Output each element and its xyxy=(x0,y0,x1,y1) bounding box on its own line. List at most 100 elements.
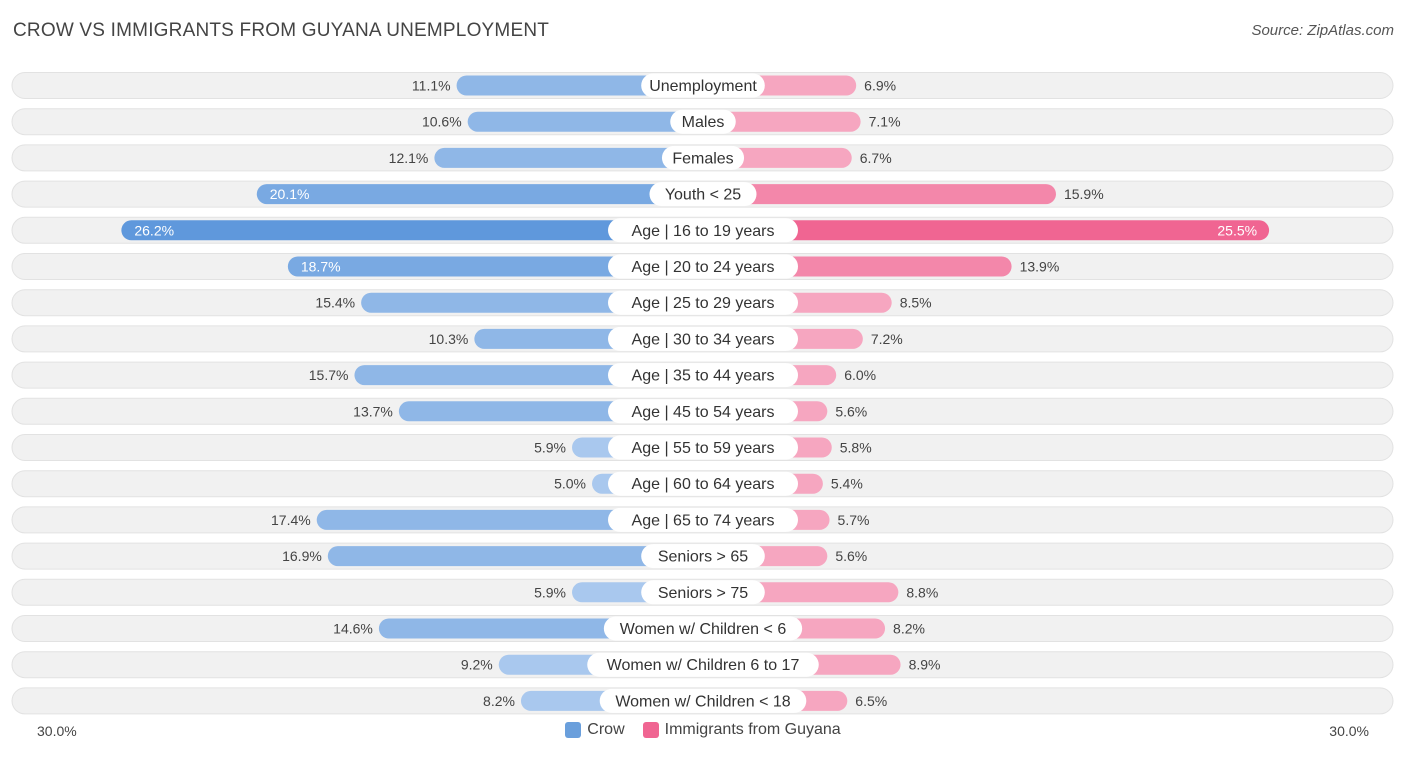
legend-item-guyana[interactable]: Immigrants from Guyana xyxy=(642,721,841,739)
bar-row: 15.7% 6.0% Age | 35 to 44 years xyxy=(11,361,1394,389)
value-label-crow: 10.6% xyxy=(422,114,462,130)
category-pill xyxy=(608,254,798,279)
category-pill xyxy=(641,544,765,569)
category-pill xyxy=(608,326,798,351)
category-label: Females xyxy=(672,150,733,167)
bar-row: 14.6% 8.2% Women w/ Children < 6 xyxy=(11,615,1394,642)
source-label: Source: ZipAtlas.com xyxy=(1251,22,1394,39)
category-label: Age | 65 to 74 years xyxy=(632,512,775,529)
bar-row: 26.2% 25.5% Age | 16 to 19 years xyxy=(11,216,1394,244)
bar-crow xyxy=(467,111,703,132)
legend-item-crow[interactable]: Crow xyxy=(565,721,625,739)
category-pill xyxy=(587,652,819,677)
category-label: Age | 55 to 59 years xyxy=(632,440,775,457)
value-label-guyana: 5.8% xyxy=(840,440,872,456)
legend-label-crow: Crow xyxy=(587,721,625,738)
category-label: Women w/ Children < 18 xyxy=(615,693,790,710)
value-label-guyana: 5.6% xyxy=(835,548,867,564)
bar-row: 8.2% 6.5% Women w/ Children < 18 xyxy=(11,687,1394,715)
category-label: Age | 25 to 29 years xyxy=(632,295,775,312)
axis-left-label: 30.0% xyxy=(37,723,77,739)
category-pill xyxy=(661,145,745,170)
bar-row: 5.9% 8.8% Seniors > 75 xyxy=(11,578,1394,606)
category-pill xyxy=(608,399,798,424)
bar-row: 20.1% 15.9% Youth < 25 xyxy=(11,180,1394,208)
bar-crow xyxy=(316,509,703,530)
bar-row: 18.7% 13.9% Age | 20 to 24 years xyxy=(11,253,1394,280)
bar-crow xyxy=(256,184,703,205)
value-label-crow: 9.2% xyxy=(461,657,493,673)
value-label-crow: 14.6% xyxy=(333,621,373,637)
value-label-guyana: 6.0% xyxy=(844,367,876,383)
category-label: Age | 30 to 34 years xyxy=(632,331,775,348)
value-label-crow: 5.9% xyxy=(534,440,566,456)
value-label-crow: 13.7% xyxy=(353,403,393,419)
category-pill xyxy=(608,471,798,496)
bar-row: 16.9% 5.6% Seniors > 65 xyxy=(11,542,1394,570)
value-label-guyana: 8.9% xyxy=(909,657,941,673)
category-pill xyxy=(603,616,803,641)
value-label-guyana: 8.2% xyxy=(893,621,925,637)
legend-swatch-crow xyxy=(565,722,582,738)
value-label-guyana: 7.2% xyxy=(871,331,903,347)
category-pill xyxy=(608,363,798,388)
value-label-crow: 5.0% xyxy=(554,476,586,492)
category-label: Age | 16 to 19 years xyxy=(632,223,775,240)
category-pill xyxy=(608,507,798,532)
category-label: Youth < 25 xyxy=(665,187,741,204)
value-label-crow: 17.4% xyxy=(271,512,311,528)
bar-row: 5.0% 5.4% Age | 60 to 64 years xyxy=(11,470,1394,498)
value-label-crow: 15.7% xyxy=(309,367,349,383)
category-pill xyxy=(608,218,798,243)
bar-guyana xyxy=(703,184,1056,205)
value-label-guyana: 8.8% xyxy=(906,584,938,600)
chart-title: CROW VS IMMIGRANTS FROM GUYANA UNEMPLOYM… xyxy=(13,20,550,41)
value-label-guyana: 25.5% xyxy=(1217,222,1257,238)
bar-crow xyxy=(287,256,703,277)
category-pill xyxy=(599,688,807,713)
bar-crow xyxy=(327,546,703,567)
category-label: Age | 20 to 24 years xyxy=(632,259,775,276)
value-label-guyana: 5.6% xyxy=(835,403,867,419)
bar-guyana xyxy=(703,111,861,132)
value-label-crow: 11.1% xyxy=(412,78,451,94)
value-label-guyana: 6.5% xyxy=(855,693,887,709)
category-label: Age | 45 to 54 years xyxy=(632,404,775,421)
value-label-guyana: 15.9% xyxy=(1064,186,1104,202)
value-label-crow: 16.9% xyxy=(282,548,322,564)
category-label: Seniors > 75 xyxy=(658,585,748,602)
value-label-crow: 20.1% xyxy=(270,186,310,202)
category-pill xyxy=(649,182,757,207)
legend-label-guyana: Immigrants from Guyana xyxy=(664,721,841,738)
value-label-crow: 8.2% xyxy=(483,693,515,709)
value-label-guyana: 6.9% xyxy=(864,78,896,94)
bar-guyana xyxy=(703,220,1270,241)
bar-row: 15.4% 8.5% Age | 25 to 29 years xyxy=(11,289,1394,317)
value-label-guyana: 13.9% xyxy=(1020,259,1060,275)
category-label: Women w/ Children < 6 xyxy=(620,621,787,638)
axis-right-label: 30.0% xyxy=(1329,723,1369,739)
value-label-crow: 26.2% xyxy=(134,222,174,238)
legend-swatch-guyana xyxy=(642,722,659,738)
bar-row: 9.2% 8.9% Women w/ Children 6 to 17 xyxy=(11,651,1394,679)
value-label-crow: 18.7% xyxy=(301,259,341,275)
value-label-crow: 15.4% xyxy=(315,295,355,311)
category-pill xyxy=(670,109,736,134)
category-label: Age | 60 to 64 years xyxy=(632,476,775,493)
value-label-crow: 10.3% xyxy=(429,331,469,347)
category-label: Age | 35 to 44 years xyxy=(632,368,775,385)
bar-row: 10.6% 7.1% Males xyxy=(11,108,1394,136)
bar-crow xyxy=(434,147,703,168)
value-label-guyana: 7.1% xyxy=(869,114,901,130)
category-pill xyxy=(608,435,798,460)
category-label: Seniors > 65 xyxy=(658,549,748,566)
category-pill xyxy=(641,580,765,605)
bar-row: 5.9% 5.8% Age | 55 to 59 years xyxy=(11,434,1394,461)
bar-row: 12.1% 6.7% Females xyxy=(11,144,1394,172)
category-pill xyxy=(608,290,798,315)
bar-row: 11.1% 6.9% Unemployment xyxy=(11,72,1394,99)
category-pill xyxy=(641,73,765,98)
bar-crow xyxy=(121,220,704,241)
bar-row: 13.7% 5.6% Age | 45 to 54 years xyxy=(11,397,1394,425)
